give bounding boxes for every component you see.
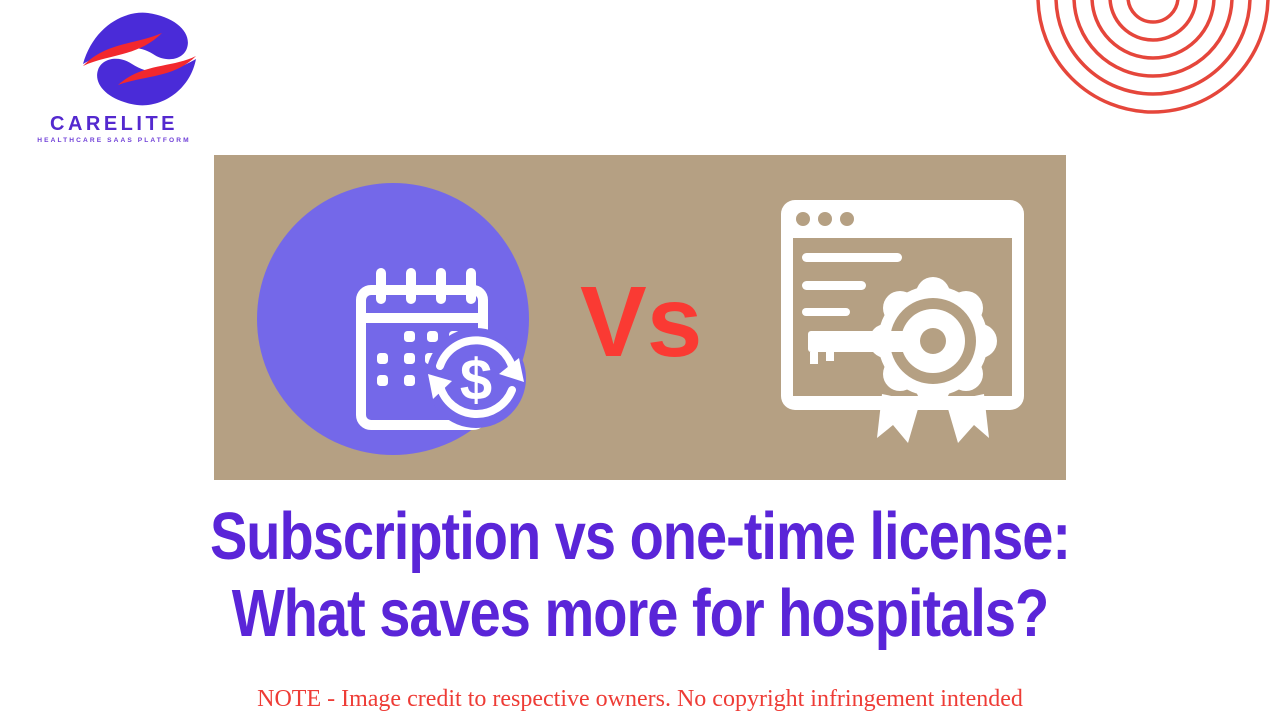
page-title: Subscription vs one-time license: What s… <box>0 498 1280 652</box>
browser-license-key-certificate-icon <box>781 200 1024 443</box>
carelite-c-swoosh-icon <box>83 12 196 106</box>
calendar-recurring-payment-icon: $ <box>356 268 526 430</box>
logo-tagline: HEALTHCARE SAAS PLATFORM <box>37 137 191 144</box>
carelite-logo: CARELITE HEALTHCARE SAAS PLATFORM <box>36 0 196 152</box>
title-line-1: Subscription vs one-time license: <box>209 498 1071 574</box>
title-line-2: What saves more for hospitals? <box>231 574 1049 651</box>
logo-wordmark: CARELITE <box>50 113 178 135</box>
comparison-banner: $ Vs <box>214 155 1066 480</box>
dollar-symbol: $ <box>460 348 492 413</box>
subscription-icon-badge: $ <box>257 183 529 455</box>
copyright-note: NOTE - Image credit to respective owners… <box>257 686 1023 712</box>
concentric-circles-icon <box>1036 0 1270 114</box>
vs-label: Vs <box>580 266 703 378</box>
